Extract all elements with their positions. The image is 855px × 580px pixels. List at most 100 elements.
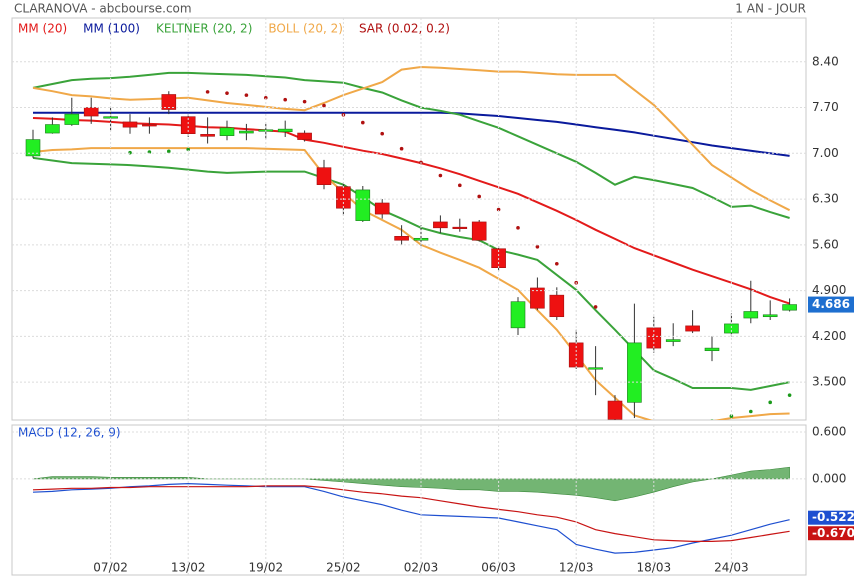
candle-body bbox=[180, 116, 196, 134]
sar-dot bbox=[729, 414, 734, 418]
candle-body bbox=[782, 304, 797, 311]
candle-body bbox=[25, 139, 41, 157]
sar-dot bbox=[593, 305, 598, 309]
sar-dot bbox=[380, 131, 385, 136]
line bbox=[32, 117, 790, 305]
candle-body bbox=[219, 127, 235, 136]
x-tick-label: 07/02 bbox=[93, 561, 128, 575]
candle-body bbox=[627, 342, 642, 403]
candle-body bbox=[355, 189, 371, 221]
candle-body bbox=[316, 167, 332, 185]
y-tick-label: 0.000 bbox=[812, 471, 846, 485]
sar-dot bbox=[283, 97, 288, 102]
candle-body bbox=[762, 314, 778, 318]
last-value-box bbox=[808, 510, 854, 525]
line bbox=[33, 111, 790, 157]
line bbox=[32, 156, 790, 391]
candle-body bbox=[277, 128, 293, 133]
chart-subtitle: 1 AN - JOUR bbox=[735, 2, 806, 16]
candle-body bbox=[336, 186, 351, 209]
candle-body bbox=[743, 311, 759, 319]
sar-dot bbox=[768, 400, 772, 405]
y-tick-label: 7.00 bbox=[812, 146, 839, 160]
y-tick-label: 5.60 bbox=[812, 237, 839, 251]
legend-entry: MM (100) bbox=[83, 22, 140, 36]
x-tick-label: 06/03 bbox=[481, 561, 516, 575]
candle-body bbox=[239, 130, 254, 134]
y-tick-label: 4.900 bbox=[812, 283, 846, 297]
candle-body bbox=[607, 400, 623, 420]
candle-body bbox=[45, 124, 60, 134]
sar-dot bbox=[186, 147, 190, 152]
sar-dot bbox=[128, 150, 132, 155]
candle-body bbox=[83, 107, 99, 117]
x-tick-label: 24/03 bbox=[714, 561, 749, 575]
last-value-box bbox=[808, 526, 854, 541]
macd-plot bbox=[32, 466, 790, 554]
candle-body bbox=[685, 325, 700, 332]
candle-body bbox=[549, 294, 565, 318]
y-tick-label: 4.200 bbox=[812, 329, 846, 343]
chart-title: CLARANOVA - abcbourse.com bbox=[14, 2, 192, 16]
line bbox=[32, 485, 790, 542]
candle-body bbox=[704, 347, 720, 352]
candle-body bbox=[665, 339, 681, 342]
candle-body bbox=[530, 287, 545, 309]
sar-dot bbox=[264, 95, 268, 100]
y-tick-label: 7.70 bbox=[812, 100, 839, 114]
candle-body bbox=[433, 221, 448, 229]
y-tick-label: 3.500 bbox=[812, 375, 846, 389]
candle-body bbox=[297, 132, 312, 140]
candle-body bbox=[510, 301, 526, 329]
x-tick-label: 19/02 bbox=[249, 561, 284, 575]
x-tick-label: 02/03 bbox=[404, 561, 439, 575]
last-value-label: -0.522 bbox=[812, 510, 855, 524]
sar-dot bbox=[710, 419, 714, 420]
candle-body bbox=[64, 113, 80, 125]
sar-dot bbox=[477, 194, 482, 199]
candle-body bbox=[452, 226, 468, 229]
sar-dot bbox=[516, 226, 520, 230]
sar-dot bbox=[458, 183, 462, 188]
price-panel bbox=[11, 17, 807, 421]
sar-dot bbox=[787, 393, 792, 397]
sar-dot bbox=[322, 103, 326, 108]
candle-body bbox=[394, 236, 409, 241]
candle-body bbox=[142, 124, 157, 127]
sar-dot bbox=[535, 244, 540, 249]
candle-body bbox=[200, 134, 215, 137]
line bbox=[32, 65, 791, 212]
candle-body bbox=[122, 121, 138, 128]
y-tick-label: 0.600 bbox=[812, 425, 846, 439]
sar-dot bbox=[361, 120, 365, 125]
sar-dot bbox=[302, 99, 307, 104]
sar-dot bbox=[244, 93, 249, 97]
x-tick-label: 18/03 bbox=[637, 561, 672, 575]
price-plot bbox=[25, 65, 797, 420]
sar-dot bbox=[399, 146, 404, 151]
y-tick-label: 6.30 bbox=[812, 192, 839, 206]
line bbox=[32, 482, 790, 554]
legend-entry: SAR (0.02, 0.2) bbox=[359, 22, 450, 36]
candle-body bbox=[103, 116, 118, 119]
sar-dot bbox=[749, 409, 753, 414]
last-price-box bbox=[808, 296, 854, 313]
legend-entry: KELTNER (20, 2) bbox=[156, 22, 252, 36]
sar-dot bbox=[496, 207, 501, 212]
candle-body bbox=[161, 94, 177, 110]
line bbox=[32, 71, 790, 219]
sar-dot bbox=[205, 90, 210, 94]
x-tick-label: 25/02 bbox=[326, 561, 361, 575]
sar-dot bbox=[167, 149, 171, 154]
macd-panel bbox=[11, 424, 807, 576]
sar-dot bbox=[438, 173, 443, 178]
legend-entry: BOLL (20, 2) bbox=[268, 22, 343, 36]
candle-body bbox=[471, 221, 487, 241]
x-tick-label: 12/03 bbox=[559, 561, 594, 575]
candle-body bbox=[588, 367, 603, 370]
histogram-area bbox=[32, 466, 790, 502]
candle-body bbox=[374, 202, 390, 215]
y-tick-label: 8.40 bbox=[812, 54, 839, 68]
sar-dot bbox=[225, 91, 229, 95]
